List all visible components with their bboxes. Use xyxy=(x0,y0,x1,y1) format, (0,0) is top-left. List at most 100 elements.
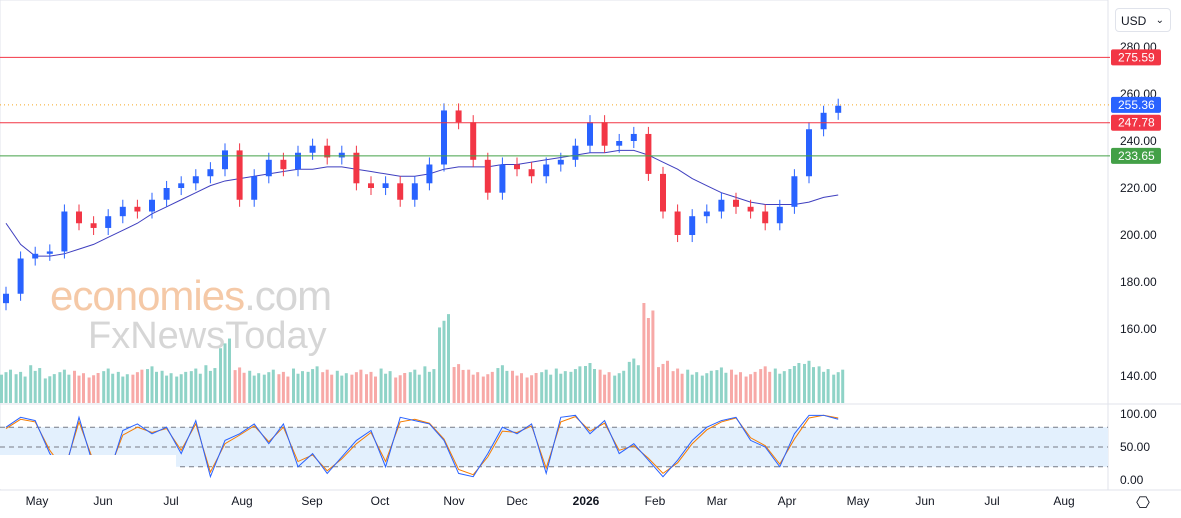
volume-bar xyxy=(773,368,777,403)
volume-bar xyxy=(417,374,421,403)
volume-bar xyxy=(836,372,840,403)
volume-bar xyxy=(311,369,315,403)
candle-body xyxy=(674,211,681,235)
volume-bar xyxy=(744,376,748,403)
candle-body xyxy=(178,183,185,188)
price-tick-label: 140.00 xyxy=(1120,369,1157,383)
price-tick-label: 160.00 xyxy=(1120,322,1157,336)
volume-bar xyxy=(52,374,56,403)
volume-bar xyxy=(335,370,339,403)
volume-bar xyxy=(457,364,461,403)
volume-bar xyxy=(680,373,684,403)
stochastic-d-line xyxy=(5,414,839,476)
volume-bar xyxy=(238,367,242,403)
volume-bar xyxy=(705,373,709,403)
volume-bar xyxy=(296,373,300,403)
volume-bar xyxy=(719,367,723,403)
volume-bar xyxy=(116,371,120,403)
candle-body xyxy=(32,253,39,259)
volume-bar xyxy=(598,369,602,403)
volume-bar xyxy=(242,372,246,403)
volume-bar xyxy=(768,371,772,403)
volume-bar xyxy=(730,369,733,403)
volume-bar xyxy=(394,377,398,403)
candle-body xyxy=(514,164,520,170)
candle-body xyxy=(295,152,301,170)
volume-bar xyxy=(505,370,509,403)
volume-bar xyxy=(500,365,504,403)
volume-bar xyxy=(155,371,158,403)
volume-bar xyxy=(578,366,582,403)
volume-bar xyxy=(540,372,544,403)
volume-bar xyxy=(96,373,100,403)
volume-bar xyxy=(354,372,358,403)
stochastic-tick-label: 100.00 xyxy=(1120,407,1157,421)
candle-body xyxy=(382,183,389,188)
volume-bar xyxy=(175,376,179,403)
volume-bar xyxy=(432,369,436,403)
volume-bar xyxy=(467,369,471,403)
candle-body xyxy=(207,169,214,177)
time-tick-label: May xyxy=(26,494,49,508)
stochastic-tick-label: 0.00 xyxy=(1120,473,1144,487)
volume-bar xyxy=(642,303,646,403)
volume-bar xyxy=(169,373,173,403)
candle-body xyxy=(17,258,24,294)
volume-bar xyxy=(778,373,782,403)
price-tick-label: 220.00 xyxy=(1120,181,1157,195)
volume-bar xyxy=(515,375,519,403)
volume-bar xyxy=(135,372,139,403)
currency-selector[interactable]: USD ⌄ xyxy=(1115,8,1171,32)
candle-body xyxy=(776,206,783,224)
volume-bar xyxy=(62,369,66,403)
volume-bar xyxy=(661,363,665,403)
volume-bar xyxy=(271,369,275,403)
volume-bar xyxy=(461,369,465,403)
current-price-label: 255.36 xyxy=(1118,98,1155,112)
candle-body xyxy=(90,223,97,228)
volume-bar xyxy=(204,365,208,403)
volume-bar xyxy=(292,368,295,403)
candle-body xyxy=(353,152,360,184)
volume-bar xyxy=(4,372,8,403)
time-tick-label: Aug xyxy=(1053,494,1074,508)
candle-body xyxy=(820,112,827,130)
volume-bar xyxy=(841,369,845,403)
volume-bar xyxy=(384,373,388,403)
candle-body xyxy=(543,164,550,177)
volume-bar xyxy=(632,358,636,403)
volume-bar xyxy=(832,374,836,403)
candle-body xyxy=(192,176,199,184)
candle-body xyxy=(134,206,141,212)
volume-bar xyxy=(709,370,713,403)
volume-bar xyxy=(588,363,592,403)
volume-bar xyxy=(695,372,699,403)
candle-body xyxy=(718,199,725,212)
volume-bar xyxy=(486,374,490,403)
candle-body xyxy=(660,173,666,212)
price-tick-label: 200.00 xyxy=(1120,228,1157,242)
volume-bar xyxy=(150,366,154,403)
volume-bar xyxy=(676,368,680,403)
volume-bar xyxy=(92,375,96,403)
gear-icon[interactable]: ⎔ xyxy=(1136,495,1150,512)
time-tick-label: Jun xyxy=(93,494,112,508)
watermark-economies: economies.com xyxy=(50,272,332,319)
volume-bar xyxy=(365,374,368,403)
volume-bar xyxy=(554,368,558,403)
volume-bar xyxy=(607,372,611,403)
support-price-tag xyxy=(1111,147,1161,164)
volume-bar xyxy=(257,373,261,403)
volume-bar xyxy=(359,369,363,403)
watermark-fxnewstoday: FxNewsToday xyxy=(88,315,327,357)
candle-body xyxy=(265,159,272,177)
candle-body xyxy=(470,122,477,160)
volume-bar xyxy=(496,368,500,403)
volume-bar xyxy=(549,374,553,403)
volume-bar xyxy=(534,373,538,403)
volume-bar xyxy=(179,374,183,403)
candle-body xyxy=(149,199,155,212)
volume-bar xyxy=(657,367,660,403)
volume-bar xyxy=(102,371,106,403)
